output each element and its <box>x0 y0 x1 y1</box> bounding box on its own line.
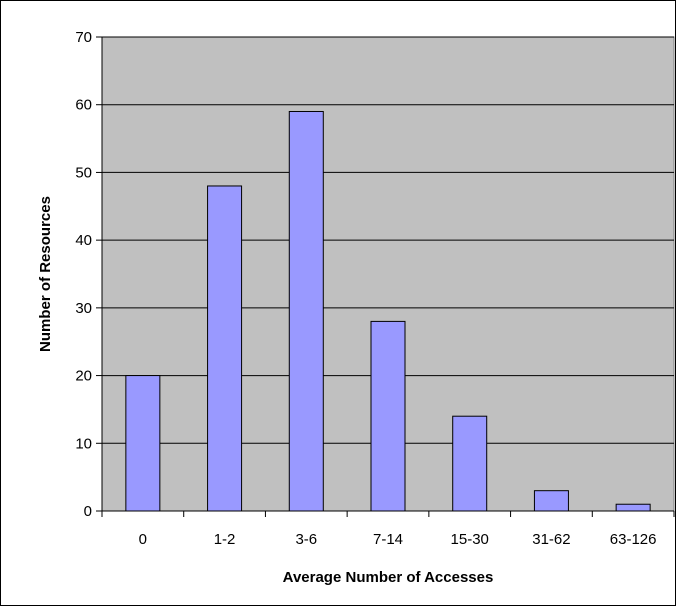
x-tick-label: 31-62 <box>532 531 570 548</box>
x-tick-label: 63-126 <box>610 531 657 548</box>
y-tick-label: 70 <box>75 29 92 46</box>
x-axis-title: Average Number of Accesses <box>283 569 494 586</box>
bar-1-2 <box>207 185 243 512</box>
y-tick-label: 40 <box>75 232 92 249</box>
x-tick-label: 15-30 <box>451 531 489 548</box>
bar-31-62 <box>533 490 569 512</box>
y-axis-title: Number of Resources <box>37 196 54 352</box>
y-tick-label: 30 <box>75 300 92 317</box>
y-tick-label: 20 <box>75 368 92 385</box>
x-tick-labels: 0 1-2 3-6 7-14 15-30 31-62 63-126 <box>139 531 657 548</box>
y-tick-labels: 0 10 20 30 40 50 60 70 <box>75 29 92 520</box>
x-tick-label: 3-6 <box>295 531 317 548</box>
y-tick-label: 50 <box>75 164 92 181</box>
gridlines <box>102 36 674 444</box>
bar-63-126 <box>615 503 651 512</box>
x-tick-label: 1-2 <box>214 531 236 548</box>
y-tick-label: 60 <box>75 97 92 114</box>
bar-3-6 <box>288 110 324 512</box>
bars <box>125 110 651 512</box>
x-tick-label: 7-14 <box>373 531 403 548</box>
y-tick-label: 10 <box>75 435 92 452</box>
x-tick-label: 0 <box>139 531 147 548</box>
bar-0 <box>125 375 161 512</box>
axes <box>96 36 675 517</box>
y-tick-label: 0 <box>84 503 92 520</box>
bar-15-30 <box>452 415 488 512</box>
bar-7-14 <box>370 320 406 512</box>
